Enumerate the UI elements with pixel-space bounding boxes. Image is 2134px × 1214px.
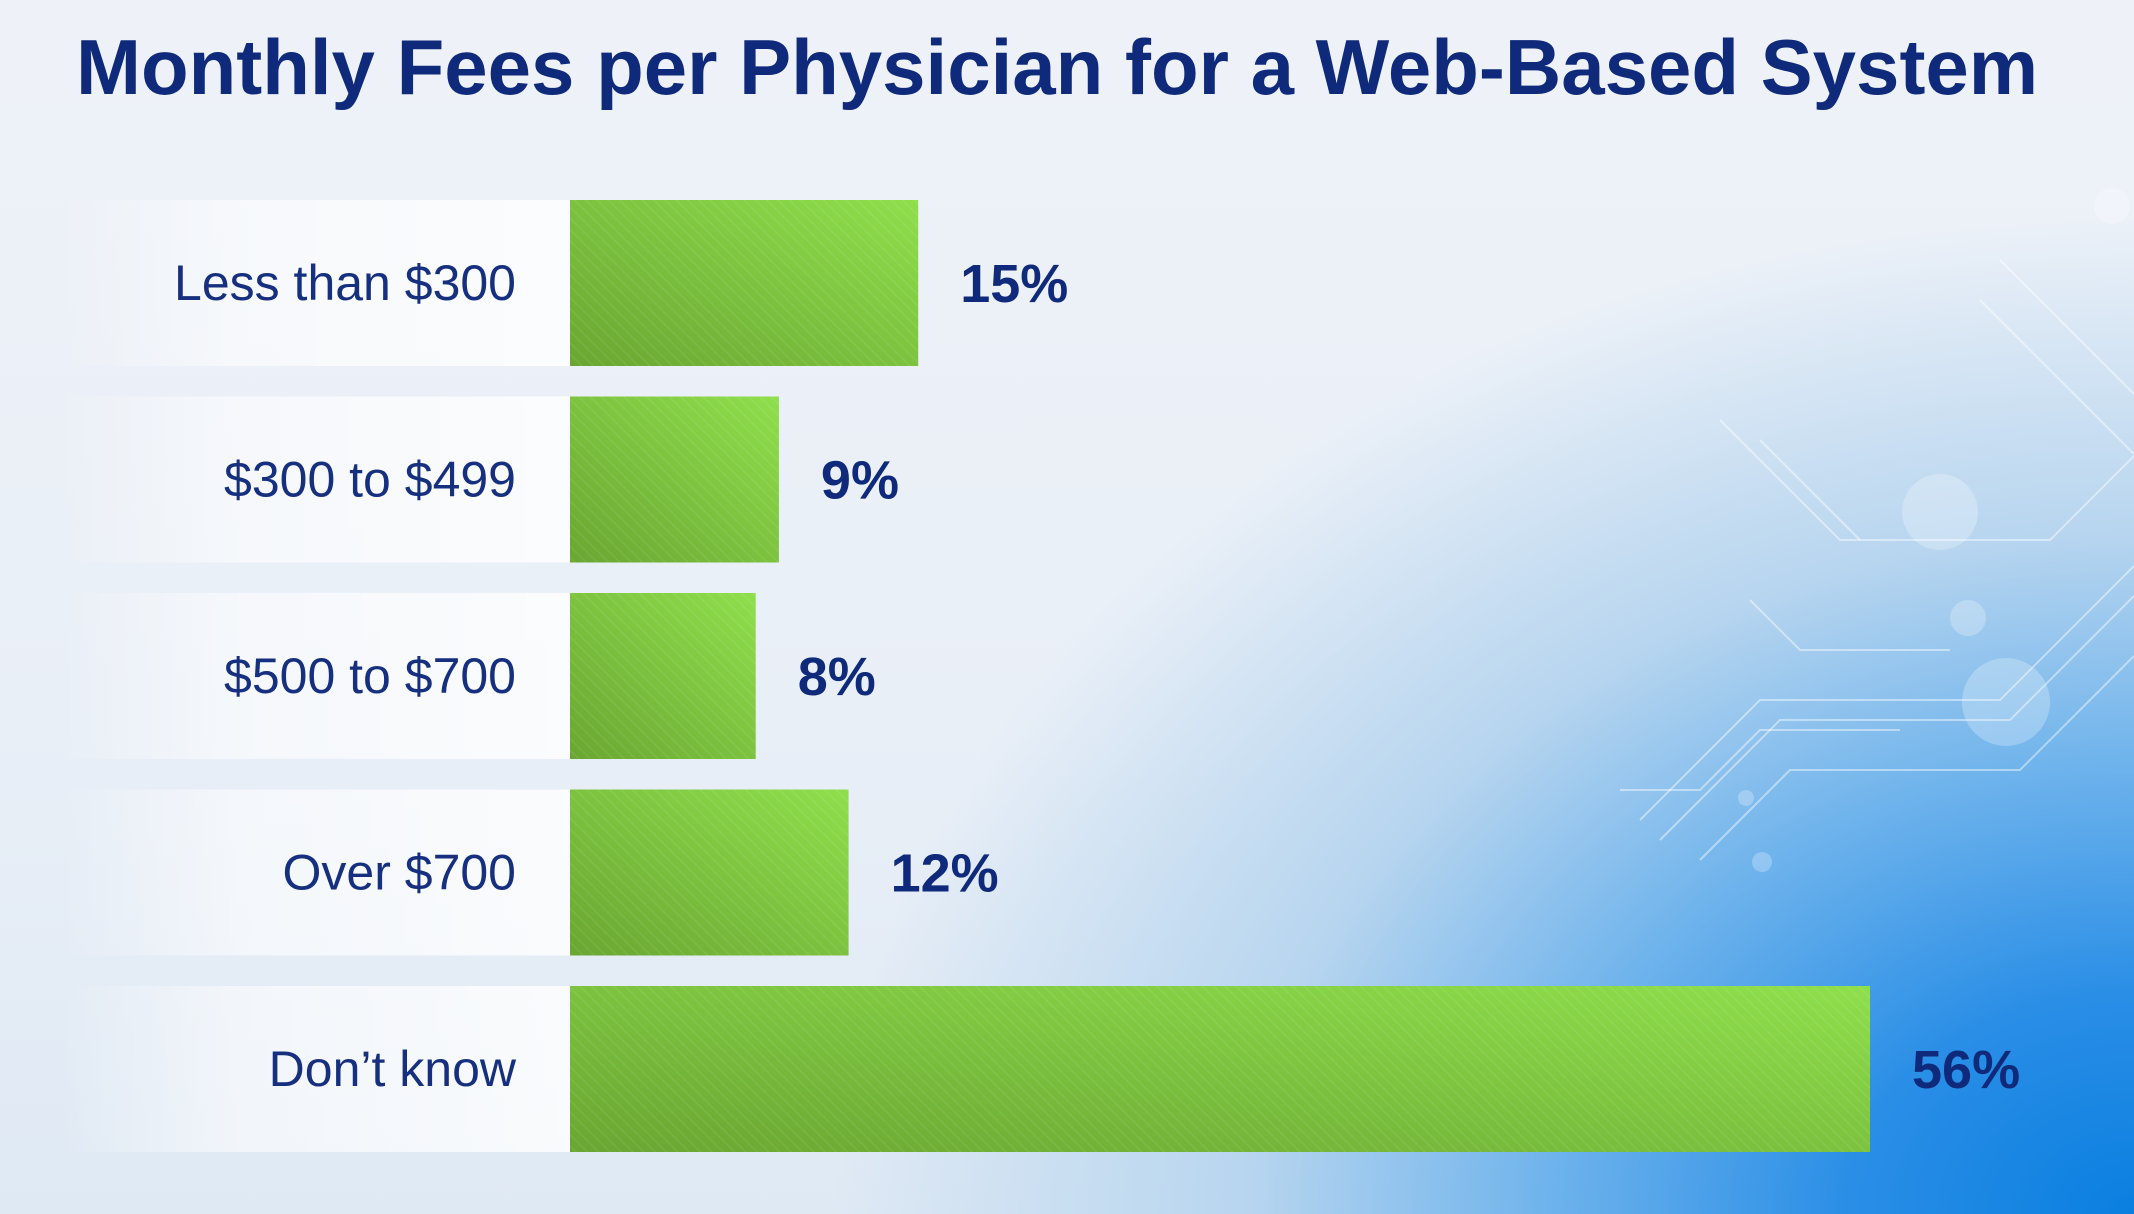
value-label: 12% — [891, 844, 999, 904]
bar-texture — [570, 200, 919, 366]
category-label-panel — [60, 593, 570, 759]
bar-row: $500 to $700 8% — [60, 593, 876, 759]
category-label: Don’t know — [269, 1041, 517, 1097]
bar-texture — [570, 396, 779, 563]
bar-texture — [570, 986, 1870, 1152]
category-label: Over $700 — [283, 845, 516, 901]
bar-texture — [570, 593, 756, 759]
value-label: 8% — [798, 647, 876, 707]
bar-texture — [570, 789, 849, 956]
value-label: 9% — [821, 451, 899, 511]
value-label: 56% — [1912, 1040, 2020, 1100]
category-label-panel — [60, 789, 570, 956]
bar-row: Over $700 12% — [60, 789, 999, 956]
circuit-decoration — [1620, 188, 2134, 872]
category-label-panel — [60, 396, 570, 563]
category-label: $500 to $700 — [224, 648, 516, 704]
value-label: 15% — [960, 254, 1068, 314]
bar-row: Less than $300 15% — [60, 200, 1068, 366]
bar-row: Don’t know 56% — [60, 986, 2020, 1152]
category-label: Less than $300 — [174, 255, 516, 311]
chart-title: Monthly Fees per Physician for a Web-Bas… — [76, 23, 2039, 111]
category-label-panel — [60, 200, 570, 366]
bar-row: $300 to $499 9% — [60, 396, 899, 563]
category-label: $300 to $499 — [224, 452, 516, 508]
category-label-panel — [60, 986, 570, 1152]
